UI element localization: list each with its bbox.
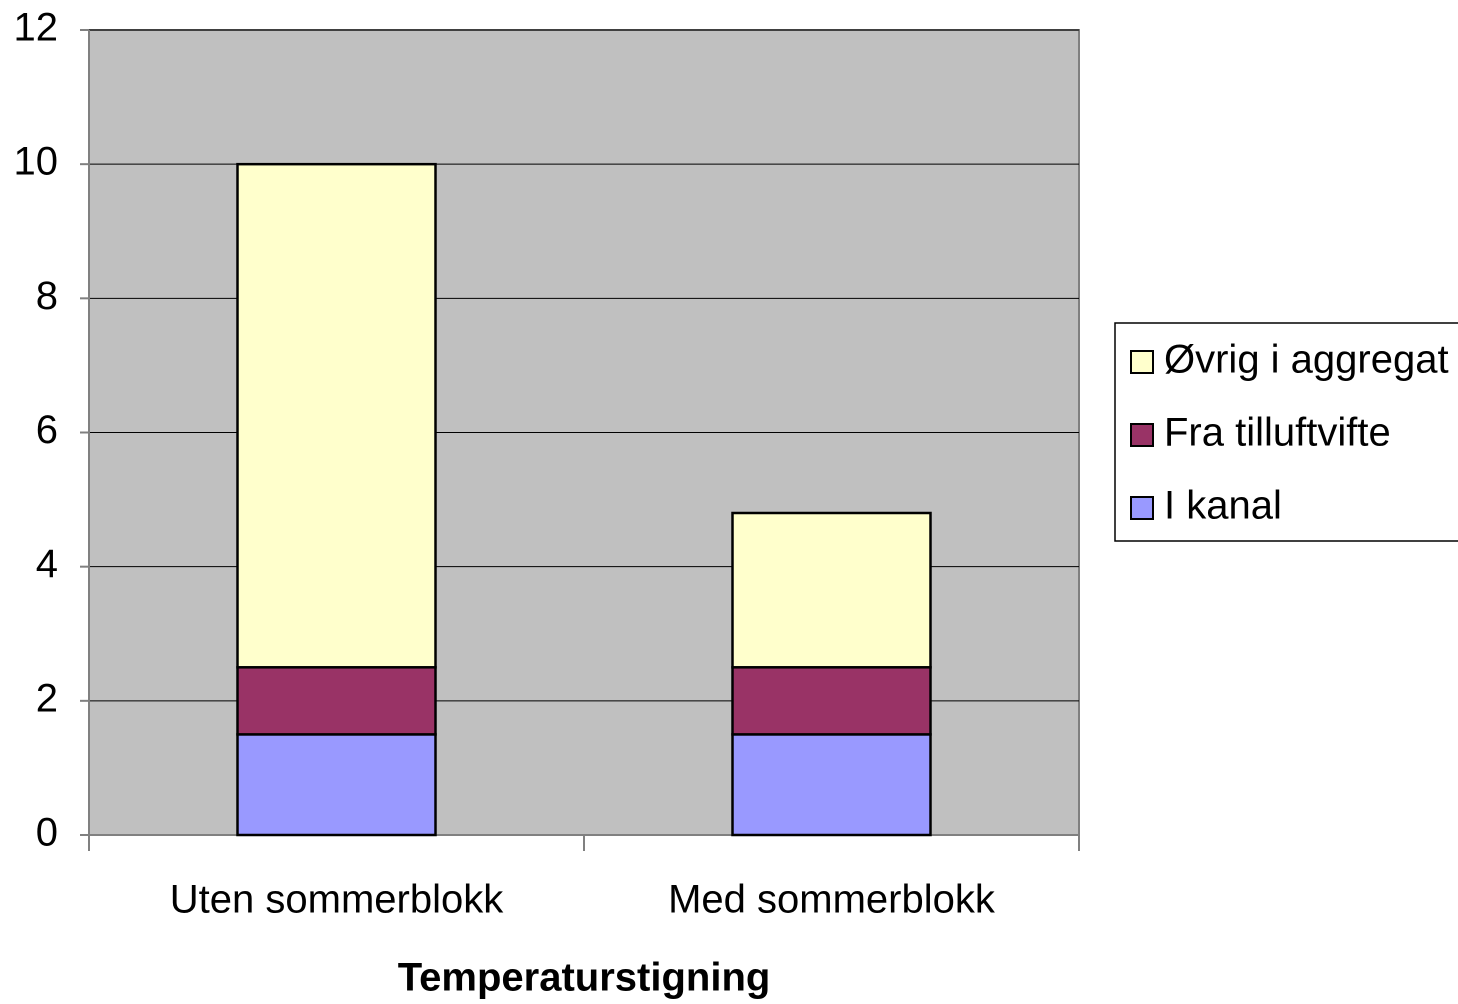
legend-swatch: [1130, 496, 1154, 520]
y-tick-label: 0: [36, 811, 58, 855]
bar-segment: [236, 733, 437, 837]
y-tick-label: 12: [14, 6, 59, 50]
bar-segment: [731, 666, 932, 736]
bar-segment: [236, 666, 437, 736]
x-axis-label: Temperaturstigning: [398, 956, 771, 1000]
legend: [1114, 322, 1458, 542]
legend-label: I kanal: [1164, 484, 1282, 528]
legend-swatch: [1130, 423, 1154, 447]
y-tick-label: 10: [14, 140, 59, 184]
bar-segment: [731, 511, 932, 669]
y-tick-label: 2: [36, 676, 58, 720]
bar-segment: [731, 733, 932, 837]
legend-label: Øvrig i aggregat: [1164, 338, 1449, 382]
x-tick-label: Med sommerblokk: [668, 878, 996, 922]
legend-label: Fra tilluftvifte: [1164, 411, 1391, 455]
y-tick-label: 6: [36, 408, 58, 452]
x-tick-label: Uten sommerblokk: [170, 878, 504, 922]
legend-swatch: [1130, 350, 1154, 374]
bar-segment: [236, 162, 437, 669]
y-tick-label: 4: [36, 542, 58, 586]
y-tick-label: 8: [36, 274, 58, 318]
